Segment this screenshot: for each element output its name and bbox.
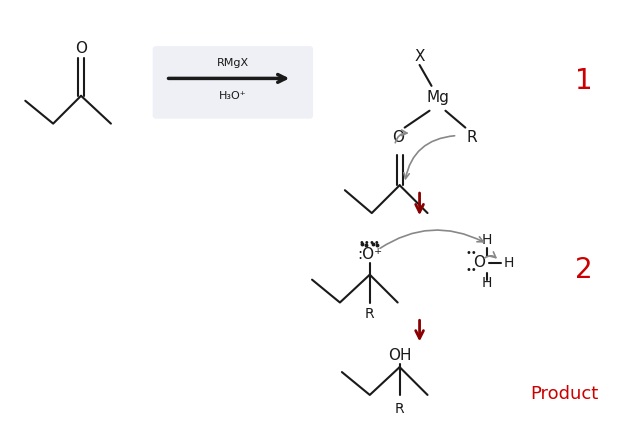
Text: OH: OH <box>388 348 412 363</box>
Text: 1: 1 <box>575 67 592 95</box>
Text: H: H <box>482 233 493 247</box>
Text: O: O <box>392 130 404 145</box>
Text: Mg: Mg <box>426 90 449 105</box>
Text: 2: 2 <box>575 256 592 284</box>
Text: ••: •• <box>465 265 477 275</box>
Text: Product: Product <box>530 385 598 403</box>
Text: :O⁺: :O⁺ <box>357 247 382 262</box>
Text: R: R <box>365 308 374 321</box>
Text: R: R <box>395 402 404 416</box>
Text: ••: •• <box>359 238 371 248</box>
Text: ••: •• <box>465 248 477 258</box>
Text: O: O <box>473 255 485 270</box>
Text: H₃O⁺: H₃O⁺ <box>219 91 247 101</box>
Text: R: R <box>466 130 477 145</box>
Text: ••: •• <box>369 238 381 248</box>
FancyBboxPatch shape <box>153 46 313 118</box>
Text: RMgX: RMgX <box>217 58 249 67</box>
Text: X: X <box>414 49 425 63</box>
Text: O: O <box>75 41 87 55</box>
Text: H: H <box>482 276 493 290</box>
Text: H: H <box>504 256 514 270</box>
